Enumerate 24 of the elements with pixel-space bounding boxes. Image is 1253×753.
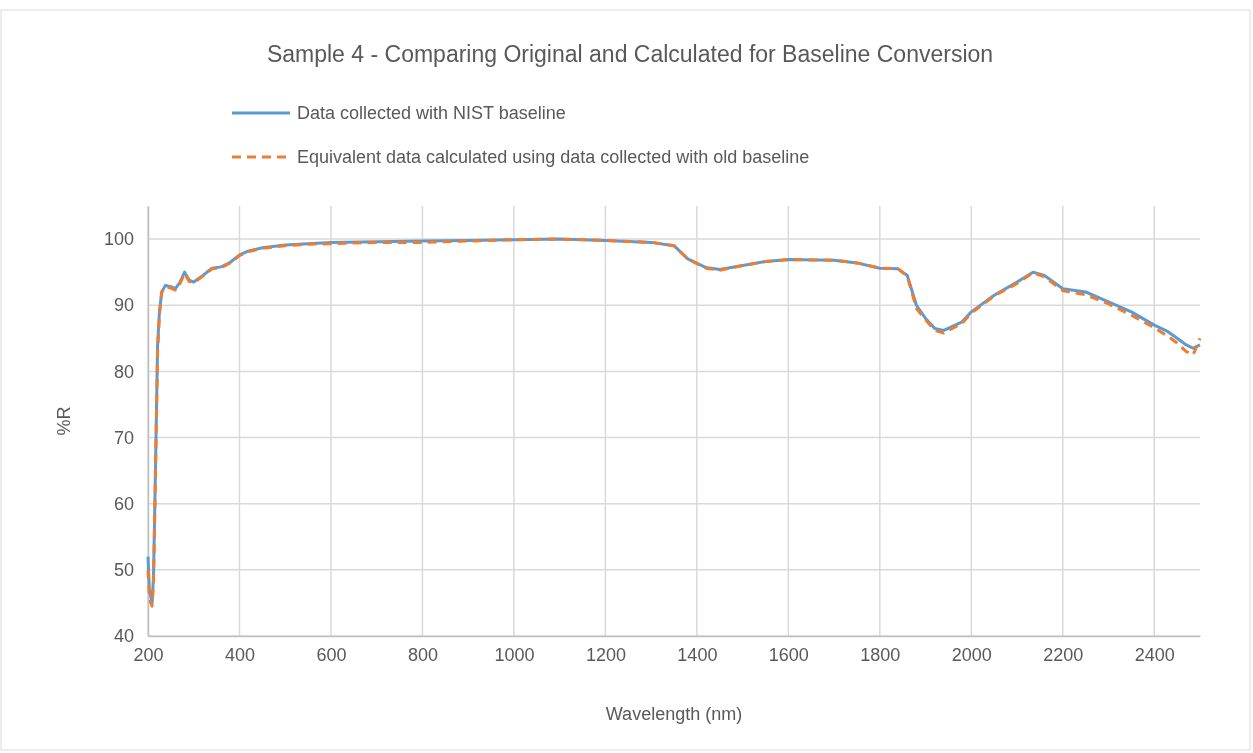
chart-title: Sample 4 - Comparing Original and Calculated for Baseline Conversion: [266, 41, 994, 67]
x-tick-label: 800: [407, 644, 438, 665]
legend-label: Data collected with NIST baseline: [297, 103, 566, 123]
x-axis-title: Wavelength (nm): [605, 704, 743, 724]
x-tick-label: 200: [133, 644, 164, 665]
legend-label: Equivalent data calculated using data collected with old baseline: [297, 147, 810, 167]
x-tick-label: 2000: [951, 644, 992, 665]
x-tick-label: 2200: [1043, 644, 1084, 665]
x-tick-label: 600: [316, 644, 347, 665]
x-tick-label: 2400: [1134, 644, 1175, 665]
x-tick-label: 1600: [768, 644, 809, 665]
y-tick-label: 60: [113, 493, 134, 514]
x-tick-label: 400: [224, 644, 255, 665]
y-axis-title: %R: [54, 406, 74, 436]
x-tick-label: 1800: [860, 644, 901, 665]
y-tick-label: 80: [113, 361, 134, 382]
y-tick-label: 90: [113, 295, 134, 316]
y-tick-label: 100: [103, 229, 134, 250]
y-tick-label: 50: [113, 560, 134, 581]
x-tick-label: 1000: [494, 644, 535, 665]
x-tick-label: 1400: [677, 644, 718, 665]
y-tick-label: 70: [113, 427, 134, 448]
x-tick-label: 1200: [585, 644, 626, 665]
y-tick-label: 40: [113, 626, 134, 647]
